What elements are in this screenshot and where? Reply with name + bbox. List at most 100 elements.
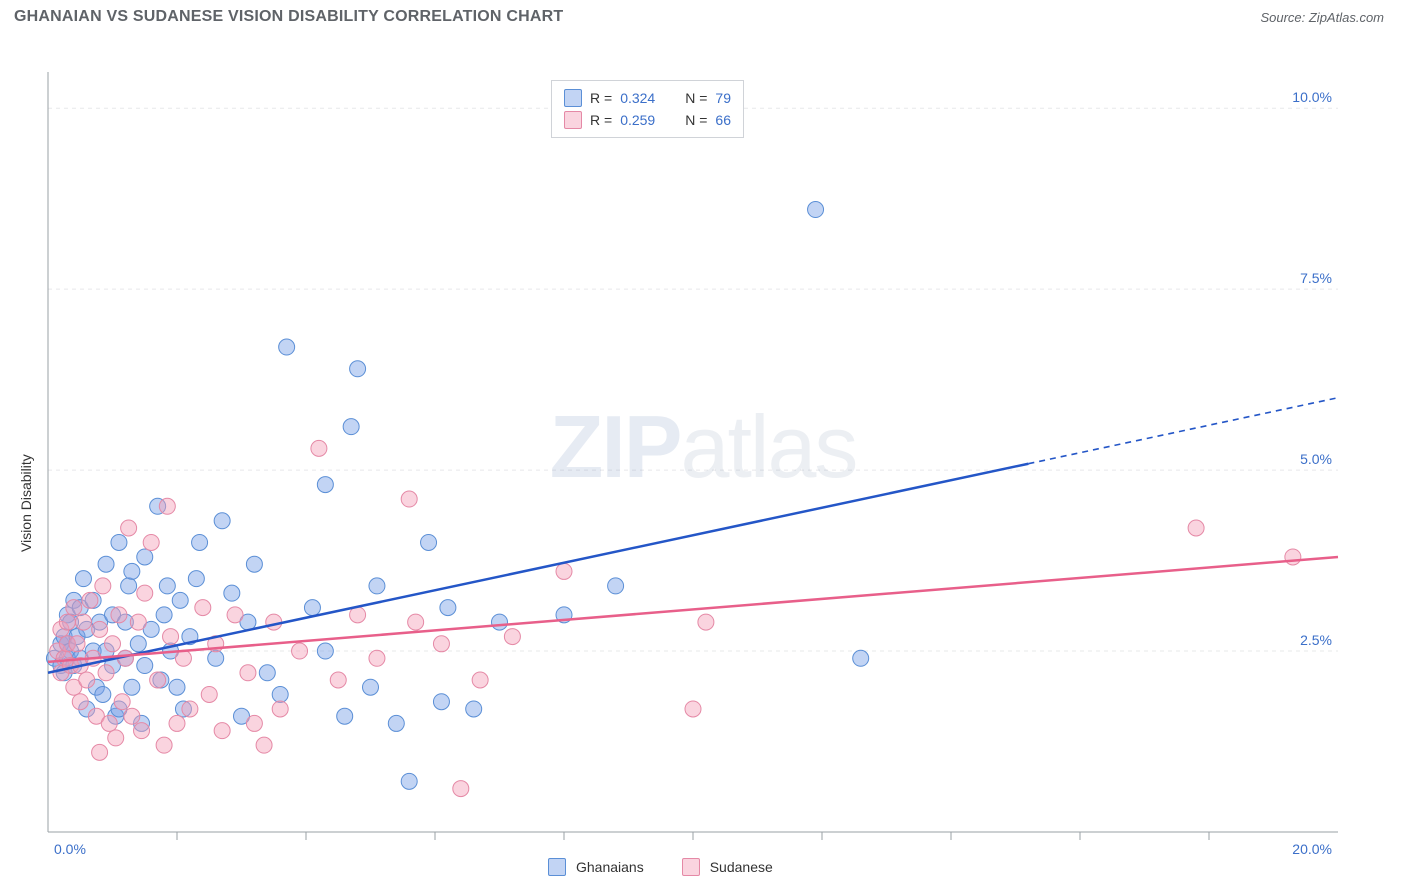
point-sudanese xyxy=(137,585,153,601)
point-ghanaians xyxy=(808,202,824,218)
point-ghanaians xyxy=(95,686,111,702)
point-ghanaians xyxy=(433,694,449,710)
point-ghanaians xyxy=(440,600,456,616)
legend-bottom: Ghanaians Sudanese xyxy=(548,858,801,876)
point-ghanaians xyxy=(224,585,240,601)
chart-title: GHANAIAN VS SUDANESE VISION DISABILITY C… xyxy=(14,8,563,26)
point-sudanese xyxy=(105,636,121,652)
point-sudanese xyxy=(163,629,179,645)
point-sudanese xyxy=(311,440,327,456)
legend-r-value: 0.324 xyxy=(620,87,655,109)
point-ghanaians xyxy=(272,686,288,702)
legend-swatch xyxy=(682,858,700,876)
point-sudanese xyxy=(685,701,701,717)
legend-r-label: R = xyxy=(590,109,612,131)
legend-top-row: R = 0.259 N = 66 xyxy=(564,109,731,131)
legend-n-label: N = xyxy=(685,109,707,131)
point-ghanaians xyxy=(159,578,175,594)
point-ghanaians xyxy=(304,600,320,616)
point-ghanaians xyxy=(259,665,275,681)
point-ghanaians xyxy=(350,361,366,377)
legend-series-label: Sudanese xyxy=(710,859,773,875)
x-tick-label: 0.0% xyxy=(54,841,86,857)
point-ghanaians xyxy=(208,650,224,666)
point-sudanese xyxy=(266,614,282,630)
point-ghanaians xyxy=(388,715,404,731)
point-sudanese xyxy=(59,614,75,630)
point-sudanese xyxy=(214,723,230,739)
point-ghanaians xyxy=(279,339,295,355)
trend-ghanaians xyxy=(48,464,1028,673)
point-sudanese xyxy=(82,592,98,608)
header: GHANAIAN VS SUDANESE VISION DISABILITY C… xyxy=(0,0,1406,32)
point-ghanaians xyxy=(137,549,153,565)
point-sudanese xyxy=(114,694,130,710)
point-sudanese xyxy=(175,650,191,666)
point-sudanese xyxy=(256,737,272,753)
point-ghanaians xyxy=(169,679,185,695)
x-tick-label: 20.0% xyxy=(1292,841,1332,857)
point-sudanese xyxy=(408,614,424,630)
point-sudanese xyxy=(134,723,150,739)
legend-swatch xyxy=(548,858,566,876)
y-tick-label: 5.0% xyxy=(1300,451,1332,467)
point-ghanaians xyxy=(343,419,359,435)
point-sudanese xyxy=(201,686,217,702)
y-tick-label: 2.5% xyxy=(1300,632,1332,648)
point-sudanese xyxy=(350,607,366,623)
trend-ghanaians-dashed xyxy=(1028,398,1338,464)
point-sudanese xyxy=(111,607,127,623)
point-sudanese xyxy=(330,672,346,688)
point-sudanese xyxy=(504,629,520,645)
point-sudanese xyxy=(121,520,137,536)
legend-n-label: N = xyxy=(685,87,707,109)
y-tick-label: 10.0% xyxy=(1292,89,1332,105)
point-ghanaians xyxy=(853,650,869,666)
point-sudanese xyxy=(433,636,449,652)
point-ghanaians xyxy=(188,571,204,587)
legend-r-value: 0.259 xyxy=(620,109,655,131)
point-ghanaians xyxy=(137,658,153,674)
point-sudanese xyxy=(556,563,572,579)
point-ghanaians xyxy=(317,477,333,493)
y-tick-label: 7.5% xyxy=(1300,270,1332,286)
point-ghanaians xyxy=(214,513,230,529)
point-ghanaians xyxy=(98,556,114,572)
legend-top: R = 0.324 N = 79R = 0.259 N = 66 xyxy=(551,80,744,138)
legend-n-value: 66 xyxy=(715,109,731,131)
point-ghanaians xyxy=(124,679,140,695)
point-ghanaians xyxy=(124,563,140,579)
source-label: Source: ZipAtlas.com xyxy=(1260,10,1384,25)
point-sudanese xyxy=(98,665,114,681)
point-sudanese xyxy=(143,534,159,550)
point-ghanaians xyxy=(130,636,146,652)
point-sudanese xyxy=(240,665,256,681)
point-ghanaians xyxy=(421,534,437,550)
point-sudanese xyxy=(272,701,288,717)
legend-series-label: Ghanaians xyxy=(576,859,644,875)
point-ghanaians xyxy=(75,571,91,587)
point-sudanese xyxy=(95,578,111,594)
point-sudanese xyxy=(66,600,82,616)
point-ghanaians xyxy=(156,607,172,623)
point-ghanaians xyxy=(192,534,208,550)
point-ghanaians xyxy=(172,592,188,608)
legend-swatch xyxy=(564,111,582,129)
point-sudanese xyxy=(182,701,198,717)
point-sudanese xyxy=(698,614,714,630)
point-sudanese xyxy=(369,650,385,666)
point-sudanese xyxy=(1188,520,1204,536)
point-sudanese xyxy=(292,643,308,659)
chart-svg: 2.5% 5.0% 7.5% 10.0% 0.0% 20.0% xyxy=(0,32,1406,882)
point-sudanese xyxy=(108,730,124,746)
point-sudanese xyxy=(156,737,172,753)
point-sudanese xyxy=(92,621,108,637)
legend-top-row: R = 0.324N = 79 xyxy=(564,87,731,109)
point-sudanese xyxy=(79,672,95,688)
point-sudanese xyxy=(101,715,117,731)
point-sudanese xyxy=(401,491,417,507)
legend-n-value: 79 xyxy=(715,87,731,109)
point-sudanese xyxy=(159,498,175,514)
point-sudanese xyxy=(246,715,262,731)
point-ghanaians xyxy=(246,556,262,572)
